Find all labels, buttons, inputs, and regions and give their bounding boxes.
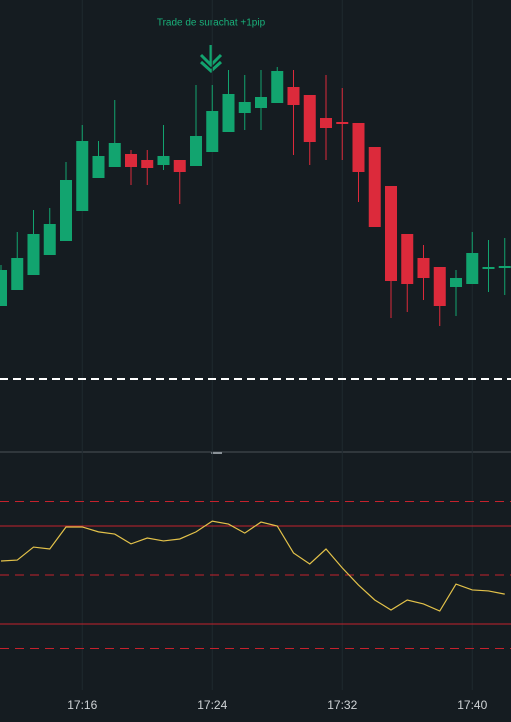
signal-arrow bbox=[199, 45, 223, 74]
candle-body bbox=[108, 143, 121, 167]
candle-body bbox=[43, 224, 56, 255]
annotation: Trade de surachat +1pip bbox=[157, 18, 266, 29]
candle-body bbox=[320, 118, 332, 128]
candle-body bbox=[27, 234, 40, 275]
candle-body bbox=[76, 141, 89, 211]
candle-body bbox=[352, 123, 365, 172]
candle-body bbox=[287, 87, 300, 105]
candle-body bbox=[125, 154, 137, 167]
candle-body bbox=[157, 156, 170, 165]
candle-body bbox=[385, 186, 397, 281]
candle-body bbox=[255, 97, 267, 108]
candle-body bbox=[498, 266, 511, 268]
candle-body bbox=[141, 160, 154, 168]
x-tick-label: 17:32 bbox=[327, 698, 357, 712]
candle-body bbox=[92, 156, 105, 178]
candle-body bbox=[482, 267, 495, 269]
x-tick-label: 17:16 bbox=[67, 698, 97, 712]
candle-body bbox=[401, 234, 414, 284]
indicator-line bbox=[0, 520, 505, 612]
x-tick-label: 17:24 bbox=[197, 698, 227, 712]
candle-body bbox=[238, 102, 251, 113]
candle-body bbox=[206, 111, 219, 152]
candle-body bbox=[368, 147, 381, 227]
candle-body bbox=[433, 267, 446, 306]
x-tick-label: 17:40 bbox=[457, 698, 487, 712]
candle-body bbox=[190, 136, 202, 166]
candle-body bbox=[417, 258, 430, 278]
candle-body bbox=[336, 122, 349, 124]
candle-body bbox=[450, 278, 462, 287]
candle-body bbox=[222, 94, 235, 132]
candle-body bbox=[303, 95, 316, 142]
candle-body bbox=[0, 270, 7, 306]
candle-body bbox=[60, 180, 72, 241]
candle-body bbox=[11, 258, 24, 290]
candle-body bbox=[466, 253, 479, 284]
candle-body bbox=[173, 160, 186, 172]
candle-body bbox=[271, 71, 284, 103]
